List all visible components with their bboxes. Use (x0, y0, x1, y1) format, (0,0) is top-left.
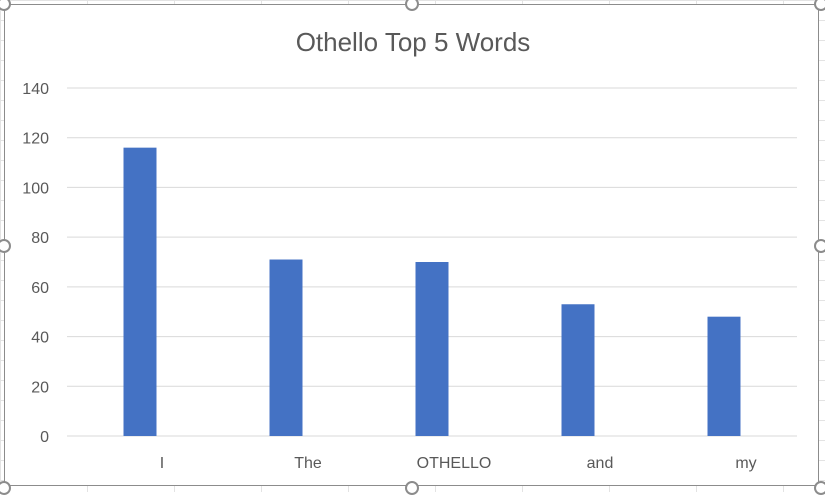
x-tick-label: The (294, 455, 322, 472)
bar-i[interactable] (123, 147, 157, 436)
y-axis-tick-labels: 0 20 40 60 80 100 120 140 (22, 81, 49, 446)
x-tick-label: my (735, 455, 756, 472)
x-tick-label: and (587, 455, 614, 472)
resize-handle-top-left[interactable] (0, 0, 11, 11)
resize-handle-top-center[interactable] (405, 0, 419, 11)
y-tick-label: 100 (22, 180, 49, 197)
resize-handle-top-right[interactable] (814, 0, 825, 11)
bar-and[interactable] (561, 304, 595, 436)
y-tick-label: 0 (40, 429, 49, 446)
bars (123, 147, 741, 436)
x-tick-label: OTHELLO (417, 455, 492, 472)
resize-handle-middle-right[interactable] (814, 239, 825, 253)
y-tick-label: 140 (22, 81, 49, 98)
y-tick-label: 20 (31, 379, 49, 396)
bar-othello[interactable] (415, 262, 449, 436)
resize-handle-middle-left[interactable] (0, 239, 11, 253)
x-tick-label: I (160, 455, 164, 472)
bar-my[interactable] (707, 316, 741, 436)
y-tick-label: 120 (22, 131, 49, 148)
x-axis-tick-labels: I The OTHELLO and my (160, 455, 757, 472)
bar-the[interactable] (269, 259, 303, 436)
chart-title[interactable]: Othello Top 5 Words (296, 27, 531, 57)
y-tick-label: 60 (31, 280, 49, 297)
y-tick-label: 40 (31, 330, 49, 347)
y-tick-label: 80 (31, 230, 49, 247)
